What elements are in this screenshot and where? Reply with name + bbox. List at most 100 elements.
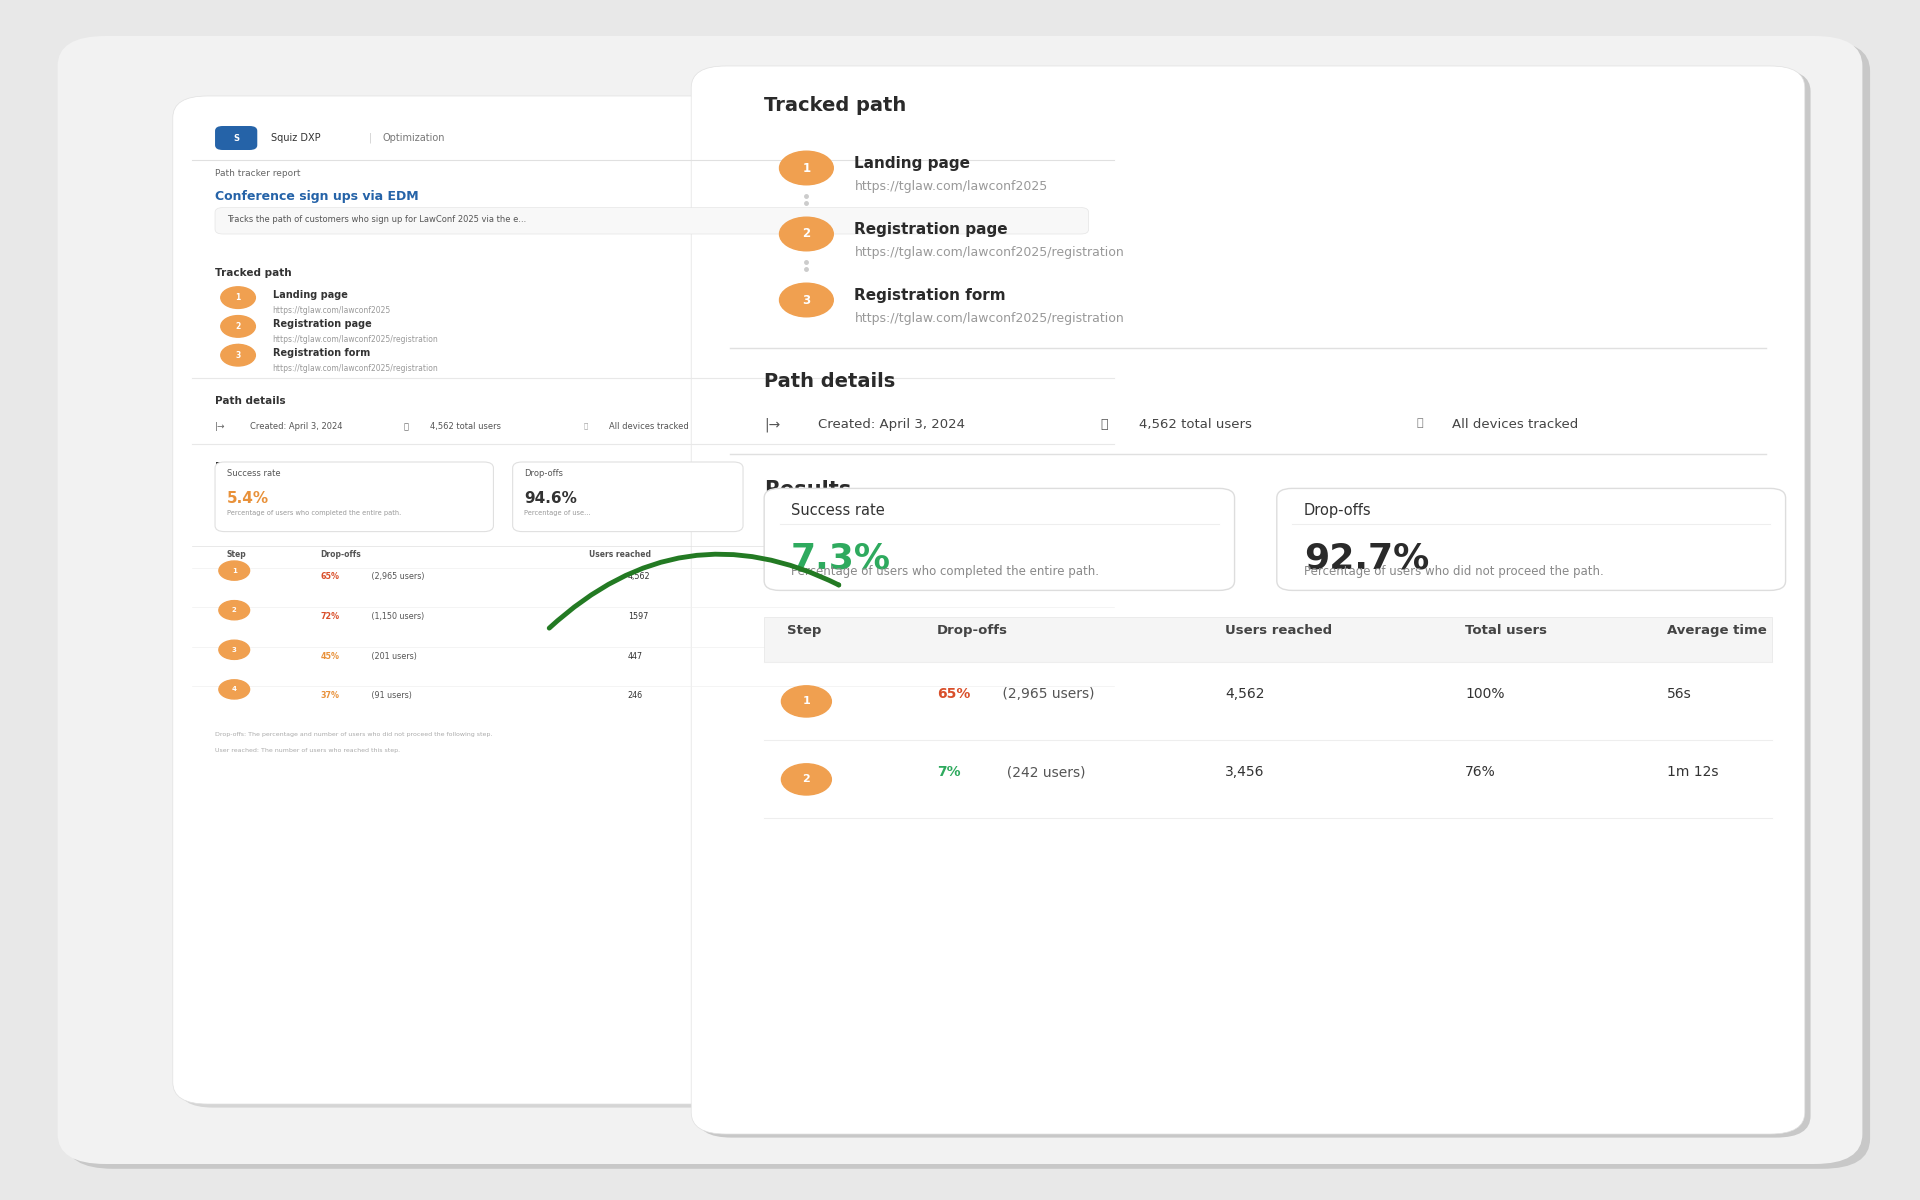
Text: 3: 3 <box>236 350 240 360</box>
Text: (1,150 users): (1,150 users) <box>369 612 424 622</box>
Text: Success rate: Success rate <box>791 503 885 517</box>
Text: 45%: 45% <box>321 652 340 661</box>
Text: https://tglaw.com/lawconf2025: https://tglaw.com/lawconf2025 <box>273 306 392 316</box>
Text: 1: 1 <box>232 568 236 574</box>
FancyBboxPatch shape <box>513 462 743 532</box>
Text: 1597: 1597 <box>628 612 649 622</box>
Text: Landing page: Landing page <box>854 156 970 170</box>
Text: |→: |→ <box>764 418 780 432</box>
Circle shape <box>781 763 831 794</box>
Text: 4,562: 4,562 <box>628 572 651 582</box>
Text: (242 users): (242 users) <box>998 766 1087 779</box>
Text: (2,965 users): (2,965 users) <box>998 688 1094 701</box>
Text: https://tglaw.com/lawconf2025/registration: https://tglaw.com/lawconf2025/registrati… <box>273 335 438 344</box>
Text: 1m 12s: 1m 12s <box>1667 766 1718 779</box>
FancyBboxPatch shape <box>173 96 1133 1104</box>
Text: ⬜: ⬜ <box>1417 418 1423 427</box>
FancyBboxPatch shape <box>58 36 1862 1164</box>
Circle shape <box>780 283 833 317</box>
Text: Path details: Path details <box>764 372 895 391</box>
FancyBboxPatch shape <box>179 100 1139 1108</box>
Text: https://tglaw.com/lawconf2025: https://tglaw.com/lawconf2025 <box>854 180 1048 193</box>
Text: https://tglaw.com/lawconf2025/registration: https://tglaw.com/lawconf2025/registrati… <box>854 312 1123 325</box>
Text: 3,456: 3,456 <box>1225 766 1265 779</box>
FancyBboxPatch shape <box>691 66 1805 1134</box>
Circle shape <box>221 344 255 366</box>
Text: (201 users): (201 users) <box>369 652 417 661</box>
Text: Users reached: Users reached <box>589 550 651 559</box>
Text: (2,965 users): (2,965 users) <box>369 572 424 582</box>
Text: 56s: 56s <box>1667 688 1692 701</box>
Circle shape <box>219 562 250 581</box>
Text: Created: April 3, 2024: Created: April 3, 2024 <box>250 422 342 432</box>
Circle shape <box>221 287 255 308</box>
Text: Registration page: Registration page <box>854 222 1008 236</box>
Text: Conference sign ups via EDM: Conference sign ups via EDM <box>215 190 419 203</box>
Text: 7.3%: 7.3% <box>791 541 891 575</box>
Text: Path tracker report: Path tracker report <box>215 169 301 178</box>
Text: Results: Results <box>215 462 259 472</box>
Text: 4: 4 <box>232 686 236 692</box>
Text: S: S <box>232 133 240 143</box>
Text: |: | <box>369 133 372 143</box>
FancyBboxPatch shape <box>1277 488 1786 590</box>
Text: |→: |→ <box>215 422 225 432</box>
Circle shape <box>781 685 831 716</box>
Text: 72%: 72% <box>321 612 340 622</box>
Text: 76%: 76% <box>1465 766 1496 779</box>
Text: https://tglaw.com/lawconf2025/registration: https://tglaw.com/lawconf2025/registrati… <box>273 364 438 373</box>
Text: 94.6%: 94.6% <box>524 491 578 506</box>
Text: Results: Results <box>764 480 851 500</box>
Text: 65%: 65% <box>321 572 340 582</box>
Text: ⬜: ⬜ <box>584 422 588 430</box>
Text: 1: 1 <box>803 162 810 174</box>
Text: Date range:  May 5, 2024 to June 1, 2024: Date range: May 5, 2024 to June 1, 2024 <box>215 484 380 493</box>
FancyBboxPatch shape <box>764 488 1235 590</box>
Text: Step: Step <box>227 550 246 559</box>
Text: 3: 3 <box>232 647 236 653</box>
Text: 246: 246 <box>628 691 643 701</box>
Text: Total users: Total users <box>1465 624 1548 637</box>
Text: 5.4%: 5.4% <box>227 491 269 506</box>
FancyBboxPatch shape <box>764 617 1772 662</box>
Text: Average time: Average time <box>1667 624 1766 637</box>
Text: 2: 2 <box>803 228 810 240</box>
Circle shape <box>219 601 250 620</box>
Text: 4,562: 4,562 <box>1225 688 1265 701</box>
Text: Tracked path: Tracked path <box>764 96 906 115</box>
FancyBboxPatch shape <box>215 462 493 532</box>
Text: All devices tracked: All devices tracked <box>609 422 689 432</box>
Text: 37%: 37% <box>321 691 340 701</box>
Text: Registration form: Registration form <box>854 288 1006 302</box>
Text: Drop-offs: The percentage and number of users who did not proceed the following : Drop-offs: The percentage and number of … <box>215 732 492 737</box>
Text: 447: 447 <box>628 652 643 661</box>
Circle shape <box>780 151 833 185</box>
Text: Step: Step <box>787 624 822 637</box>
Text: 1: 1 <box>236 293 240 302</box>
Text: 100%: 100% <box>1465 688 1505 701</box>
FancyBboxPatch shape <box>697 70 1811 1138</box>
Text: 2: 2 <box>232 607 236 613</box>
Text: Squiz DXP: Squiz DXP <box>271 133 321 143</box>
Text: 👥: 👥 <box>403 422 409 432</box>
Text: Path details: Path details <box>215 396 286 406</box>
Text: Landing page: Landing page <box>273 290 348 300</box>
Text: Registration page: Registration page <box>273 319 371 329</box>
Text: 3: 3 <box>803 294 810 306</box>
Text: Percentage of users who did not proceed the path.: Percentage of users who did not proceed … <box>1304 565 1603 578</box>
Circle shape <box>219 680 250 700</box>
Text: 2: 2 <box>236 322 240 331</box>
Text: Optimization: Optimization <box>382 133 445 143</box>
FancyBboxPatch shape <box>65 41 1870 1169</box>
Text: Percentage of users who completed the entire path.: Percentage of users who completed the en… <box>227 510 401 516</box>
Text: Users reached: Users reached <box>1225 624 1332 637</box>
Circle shape <box>219 641 250 660</box>
Text: Registration form: Registration form <box>273 348 371 358</box>
Text: All devices tracked: All devices tracked <box>1452 418 1578 431</box>
Text: Drop-offs: Drop-offs <box>524 469 563 479</box>
Text: Drop-offs: Drop-offs <box>937 624 1008 637</box>
Text: Created: April 3, 2024: Created: April 3, 2024 <box>818 418 966 431</box>
Text: 2: 2 <box>803 774 810 785</box>
FancyBboxPatch shape <box>215 208 1089 234</box>
Text: Percentage of users who completed the entire path.: Percentage of users who completed the en… <box>791 565 1098 578</box>
